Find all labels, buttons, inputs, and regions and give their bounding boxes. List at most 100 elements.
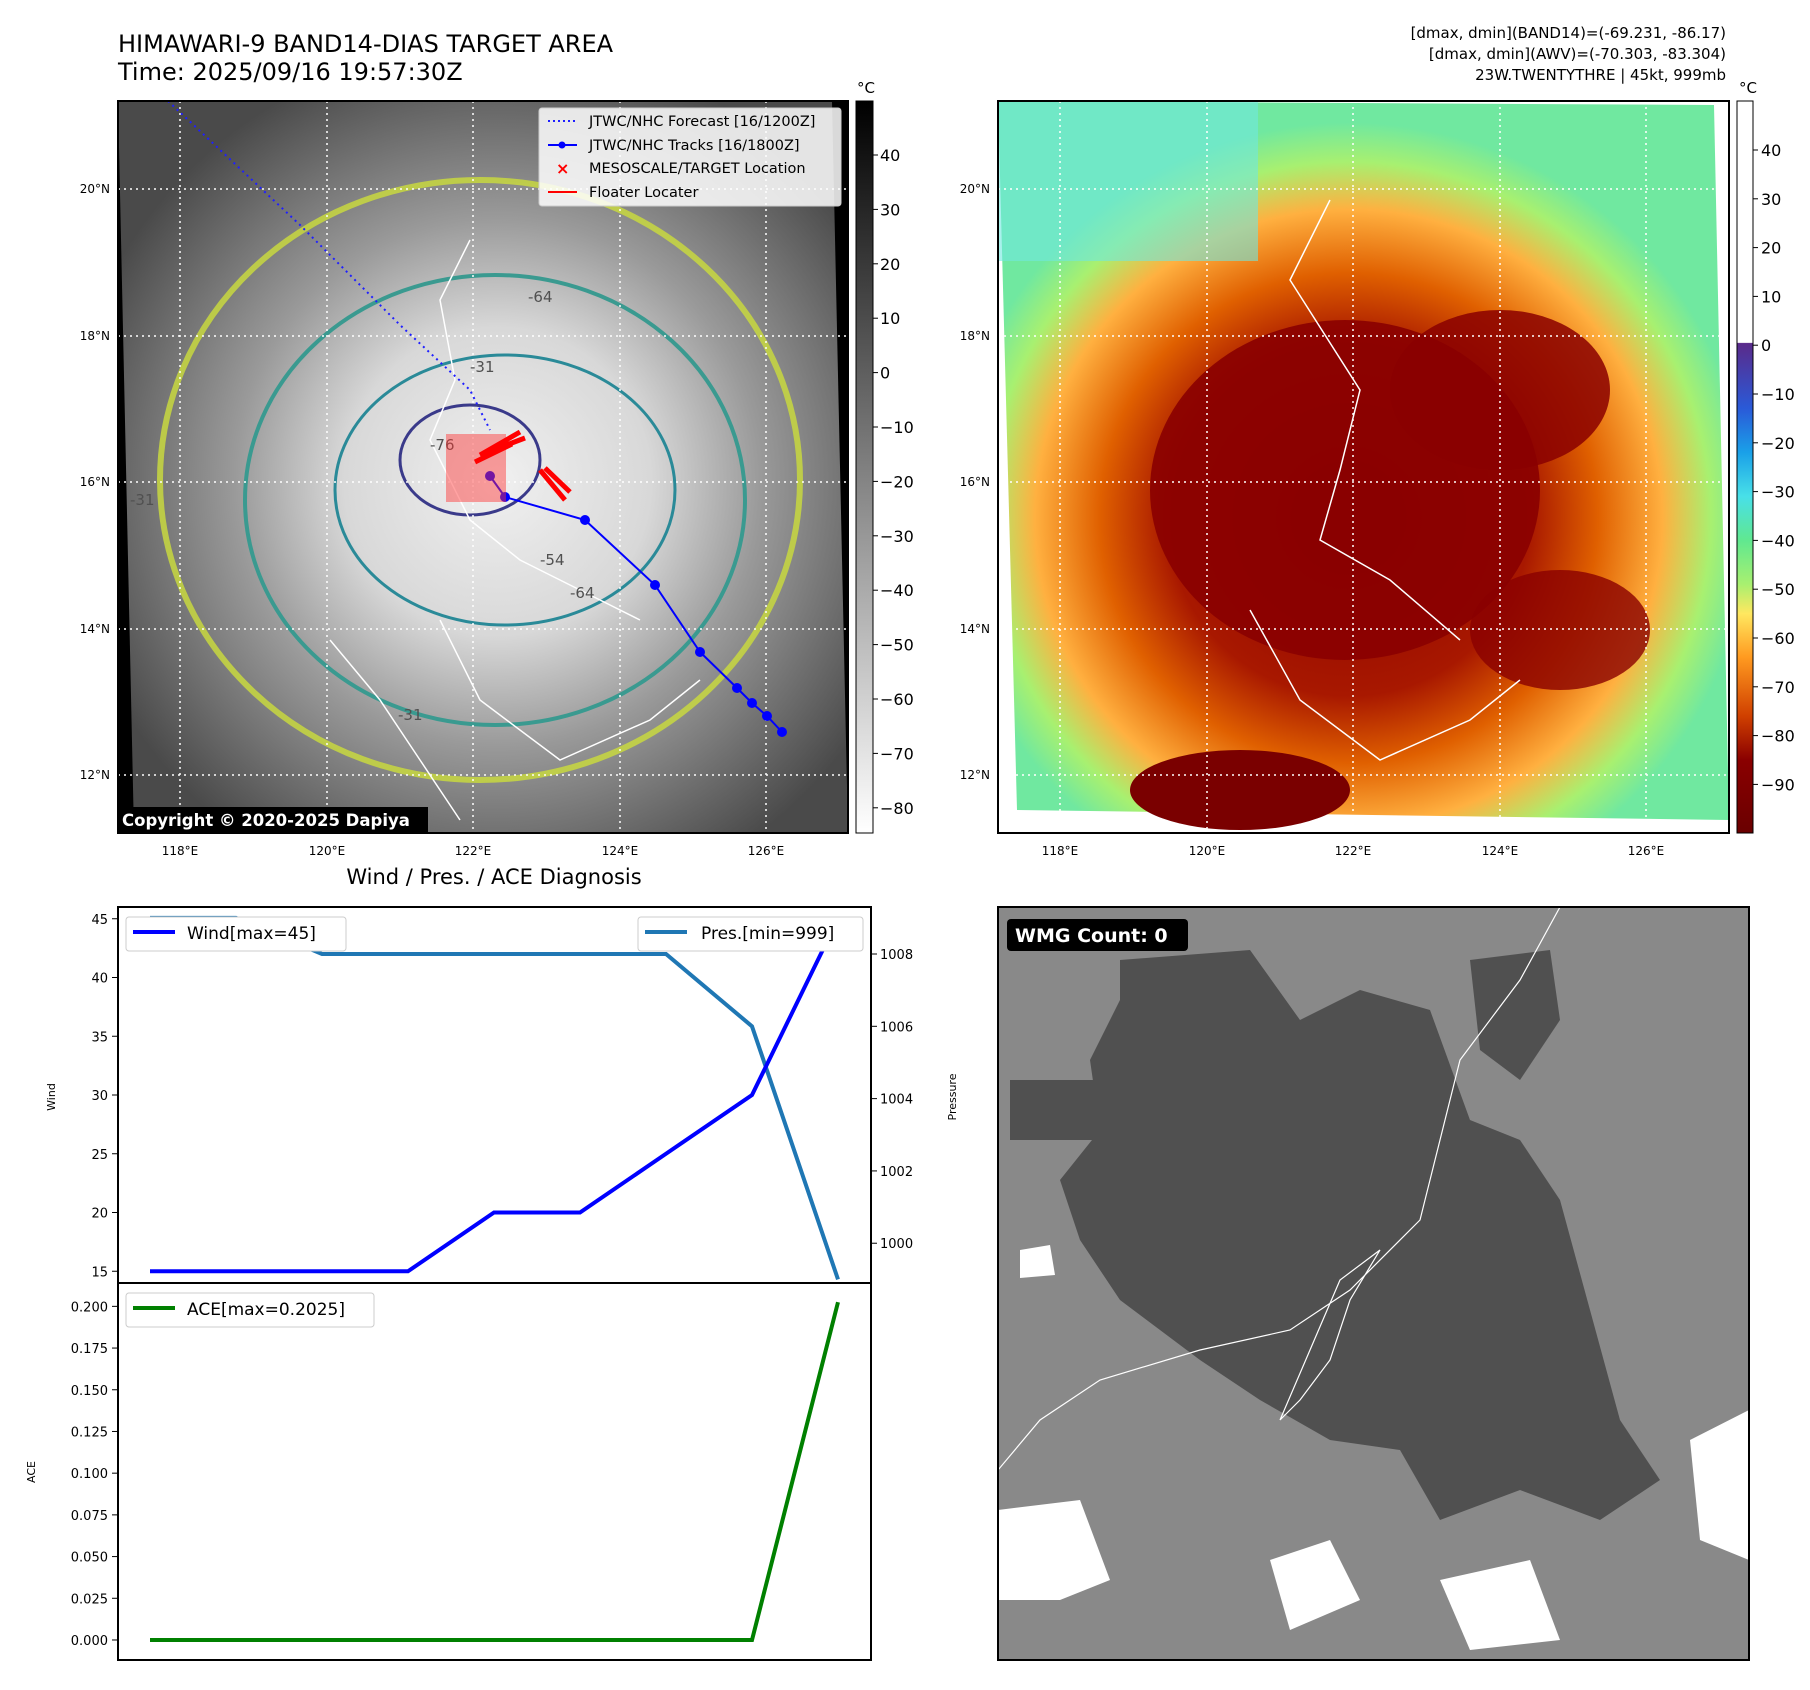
colorbar-tick-label: 20	[1761, 239, 1781, 258]
wind-tick-label: 45	[91, 913, 108, 928]
awv-colorbar: °C 40 30 20 10 0 −10 −20 −30 −40 −50 −60 −70 −80 −90	[1736, 79, 1795, 834]
wmg-clear-se	[1440, 1560, 1560, 1650]
awv-range: [dmax, dmin](AWV)=(-70.303, -83.304)	[1429, 45, 1726, 63]
colorbar-tick-label: 0	[880, 364, 890, 383]
wind-tick-label: 20	[91, 1207, 108, 1222]
lat-tick-label: 18°N	[960, 329, 990, 343]
ace-tick-label: 0.150	[71, 1384, 108, 1399]
ace-legend: ACE[max=0.2025]	[187, 1300, 345, 1320]
contour-label: -54	[540, 551, 565, 569]
wind-tick-label: 35	[91, 1030, 108, 1045]
pressure-axis-label: Pressure	[946, 1073, 959, 1120]
contour-label: -31	[130, 491, 155, 509]
lon-tick-label: 126°E	[1628, 844, 1665, 858]
ir-lat-grid	[118, 188, 848, 776]
wind-tick-label: 30	[91, 1089, 108, 1104]
colorbar-tick-label: 10	[1761, 287, 1781, 306]
lon-tick-label: 122°E	[455, 844, 492, 858]
colorbar-tick-label: −80	[1761, 727, 1795, 746]
colorbar-tick-label: −20	[1761, 434, 1795, 453]
colorbar-tick-label: −50	[880, 636, 914, 655]
ir-outer-rainband	[157, 177, 803, 783]
legend-target-icon: ×	[556, 159, 569, 178]
ir-mid-rainband	[243, 273, 747, 727]
lon-tick-label: 118°E	[162, 844, 199, 858]
wind-axis-label: Wind	[45, 1083, 58, 1111]
contour-label: -31	[398, 706, 423, 724]
ir-coastline-visayas	[439, 619, 701, 761]
main-title: HIMAWARI-9 BAND14-DIAS TARGET AREA	[118, 30, 614, 58]
colorbar-tick-label: −40	[880, 581, 914, 600]
storm-info: 23W.TWENTYTHRE | 45kt, 999mb	[1475, 66, 1726, 84]
lat-tick-label: 20°N	[960, 182, 990, 196]
legend-forecast: JTWC/NHC Forecast [16/1200Z]	[588, 114, 815, 130]
colorbar-unit: °C	[1739, 79, 1757, 97]
ir-inner-ring	[333, 353, 677, 627]
wmg-west-band	[1010, 1080, 1110, 1140]
legend-tracks: JTWC/NHC Tracks [16/1800Z]	[588, 138, 800, 154]
lon-tick-label: 124°E	[1482, 844, 1519, 858]
map-legend: JTWC/NHC Forecast [16/1200Z] JTWC/NHC Tr…	[538, 107, 842, 207]
wmg-panel: WMG Count: 0	[997, 906, 1750, 1661]
wind-tick-label: 40	[91, 972, 108, 987]
wind-legend: Wind[max=45]	[187, 924, 316, 944]
awv-band-southwest	[1130, 750, 1350, 830]
time-label: Time: 2025/09/16 19:57:30Z	[117, 58, 463, 86]
lon-tick-label: 120°E	[309, 844, 346, 858]
awv-coastline-visayas	[1249, 609, 1521, 761]
contour-labels: -64 -31 -76 -31 -54 -64 -31	[130, 288, 595, 724]
wmg-northeast-band	[1470, 950, 1560, 1080]
ace-line	[150, 1301, 840, 1642]
ace-tick-label: 0.100	[71, 1467, 108, 1482]
pressure-tick-label: 1008	[880, 948, 913, 963]
wmg-core-area	[1060, 950, 1660, 1520]
colorbar-tick-label: −70	[880, 744, 914, 763]
contour-label: -64	[570, 584, 595, 602]
ace-tick-label: 0.125	[71, 1425, 108, 1440]
awv-map-panel	[997, 100, 1730, 834]
ir-coastline-palawan	[329, 639, 461, 821]
track-points	[485, 471, 787, 737]
awv-moist-area	[998, 101, 1258, 261]
band14-range: [dmax, dmin](BAND14)=(-69.231, -86.17)	[1411, 24, 1726, 42]
pressure-tick-label: 1000	[880, 1237, 913, 1252]
colorbar-tick-label: −50	[1761, 580, 1795, 599]
colorbar-tick-label: −10	[1761, 385, 1795, 404]
colorbar-tick-label: −30	[1761, 483, 1795, 502]
awv-coastline-luzon	[1289, 199, 1461, 641]
wmg-coastline-island	[1279, 1249, 1381, 1421]
ace-tick-label: 0.025	[71, 1592, 108, 1607]
wmg-clear-w	[1020, 1245, 1055, 1278]
awv-lon-grid	[1059, 101, 1647, 833]
lat-tick-label: 20°N	[80, 182, 110, 196]
lon-tick-label: 118°E	[1042, 844, 1079, 858]
ir-core-ring	[398, 403, 542, 517]
lat-tick-label: 18°N	[80, 329, 110, 343]
colorbar-tick-label: 10	[880, 309, 900, 328]
copyright: Copyright © 2020-2025 Dapiya	[122, 811, 410, 830]
legend-target: MESOSCALE/TARGET Location	[589, 161, 806, 177]
lat-tick-label: 14°N	[80, 622, 110, 636]
contour-label: -64	[528, 288, 553, 306]
colorbar-tick-label: 20	[880, 255, 900, 274]
colorbar-tick-label: 40	[1761, 141, 1781, 160]
awv-lat-grid	[998, 188, 1729, 776]
colorbar-tick-label: −30	[880, 527, 914, 546]
wmg-clear-sw	[998, 1500, 1110, 1600]
wmg-clear-s	[1270, 1540, 1360, 1630]
ace-axis-label: ACE	[25, 1461, 38, 1483]
pressure-tick-label: 1006	[880, 1020, 913, 1035]
colorbar-tick-label: −80	[880, 799, 914, 818]
lon-tick-label: 122°E	[1335, 844, 1372, 858]
ir-colorbar: °C 40 30 20 10 0 −10 −20 −30 −40 −50 −60 −70 −80	[855, 79, 914, 834]
colorbar-unit: °C	[857, 79, 875, 97]
legend-floater: Floater Locater	[589, 185, 698, 201]
diagnosis-title: Wind / Pres. / ACE Diagnosis	[346, 865, 641, 889]
ace-tick-label: 0.000	[71, 1634, 108, 1649]
colorbar-tick-label: 40	[880, 146, 900, 165]
lat-tick-label: 12°N	[80, 768, 110, 782]
colorbar-tick-label: −60	[880, 690, 914, 709]
colorbar-tick-label: −90	[1761, 775, 1795, 794]
wmg-clear-e	[1690, 1410, 1749, 1560]
